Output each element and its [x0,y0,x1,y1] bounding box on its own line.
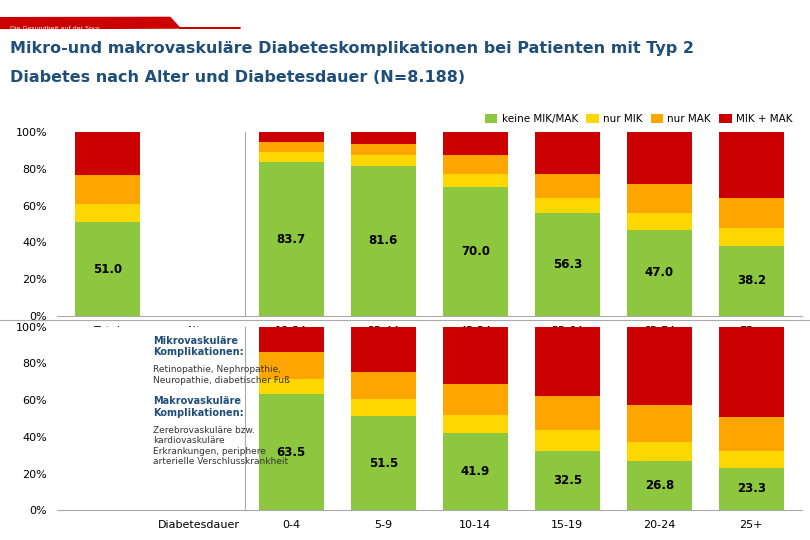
Bar [627,327,692,405]
Bar [443,187,508,316]
Bar [259,132,323,143]
Bar [443,327,508,384]
Text: Mikrovaskuläre
Komplikationen:: Mikrovaskuläre Komplikationen: [153,336,244,357]
Bar [627,230,692,316]
Text: 38.2: 38.2 [737,274,766,287]
Bar [443,415,508,434]
Text: Zerebrovaskuläre bzw.
kardiovaskuläre
Erkrankungen, periphere
arterielle Verschl: Zerebrovaskuläre bzw. kardiovaskuläre Er… [153,426,288,466]
Text: 70.0: 70.0 [461,245,490,258]
Bar [351,156,416,166]
Bar [535,450,599,510]
Text: 81.6: 81.6 [369,234,398,247]
Bar [259,143,323,152]
Text: 26.8: 26.8 [645,479,674,492]
Text: 63.5: 63.5 [277,446,306,458]
Bar [719,246,783,316]
Bar [443,132,508,156]
Text: 41.9: 41.9 [461,465,490,478]
Bar [719,468,783,510]
Text: 23.3: 23.3 [737,482,765,495]
Bar [351,132,416,144]
Bar [351,372,416,399]
Bar [443,384,508,415]
Bar [719,132,783,198]
Text: 32.5: 32.5 [552,474,582,487]
Bar [627,213,692,230]
Bar [719,198,783,228]
Bar [259,152,323,162]
Bar [627,442,692,461]
Bar [535,174,599,198]
Bar [351,327,416,372]
Bar [259,162,323,316]
Text: DETECT: DETECT [10,5,70,19]
Bar [535,213,599,316]
Bar [75,132,139,174]
Bar [627,184,692,213]
Bar [351,144,416,156]
Bar [443,174,508,187]
Text: Diabetes nach Alter und Diabetesdauer (N=8.188): Diabetes nach Alter und Diabetesdauer (N… [10,70,465,85]
Bar [535,198,599,213]
Bar [75,204,139,222]
Text: Die Gesundheit auf der Spur: Die Gesundheit auf der Spur [10,26,100,31]
FancyArrow shape [0,17,241,29]
Text: Retinopathie, Nephropathie,
Neuropathie, diabetischer Fuß: Retinopathie, Nephropathie, Neuropathie,… [153,365,290,384]
Bar [351,416,416,510]
Bar [443,156,508,174]
Bar [535,395,599,429]
Bar [75,222,139,316]
Bar [719,228,783,246]
Bar [719,417,783,451]
Text: 51.5: 51.5 [369,456,398,469]
Bar [259,353,323,379]
Text: 56.3: 56.3 [552,258,582,271]
Bar [259,379,323,394]
Text: 51.0: 51.0 [92,262,122,275]
Bar [259,327,323,353]
Bar [259,394,323,510]
Bar [535,327,599,395]
Bar [351,166,416,316]
Bar [535,429,599,450]
Bar [627,132,692,184]
Bar [351,399,416,416]
Bar [719,327,783,417]
Text: 83.7: 83.7 [277,233,306,246]
Text: Makrovaskuläre
Komplikationen:: Makrovaskuläre Komplikationen: [153,396,244,418]
Legend: keine MIK/MAK, nur MIK, nur MAK, MIK + MAK: keine MIK/MAK, nur MIK, nur MAK, MIK + M… [481,110,797,129]
Bar [627,405,692,442]
Bar [75,174,139,204]
Bar [535,132,599,174]
Text: Mikro-und makrovaskuläre Diabeteskomplikationen bei Patienten mit Typ 2: Mikro-und makrovaskuläre Diabeteskomplik… [10,41,693,56]
Bar [719,451,783,468]
Text: 47.0: 47.0 [645,266,674,279]
Bar [443,434,508,510]
Bar [627,461,692,510]
